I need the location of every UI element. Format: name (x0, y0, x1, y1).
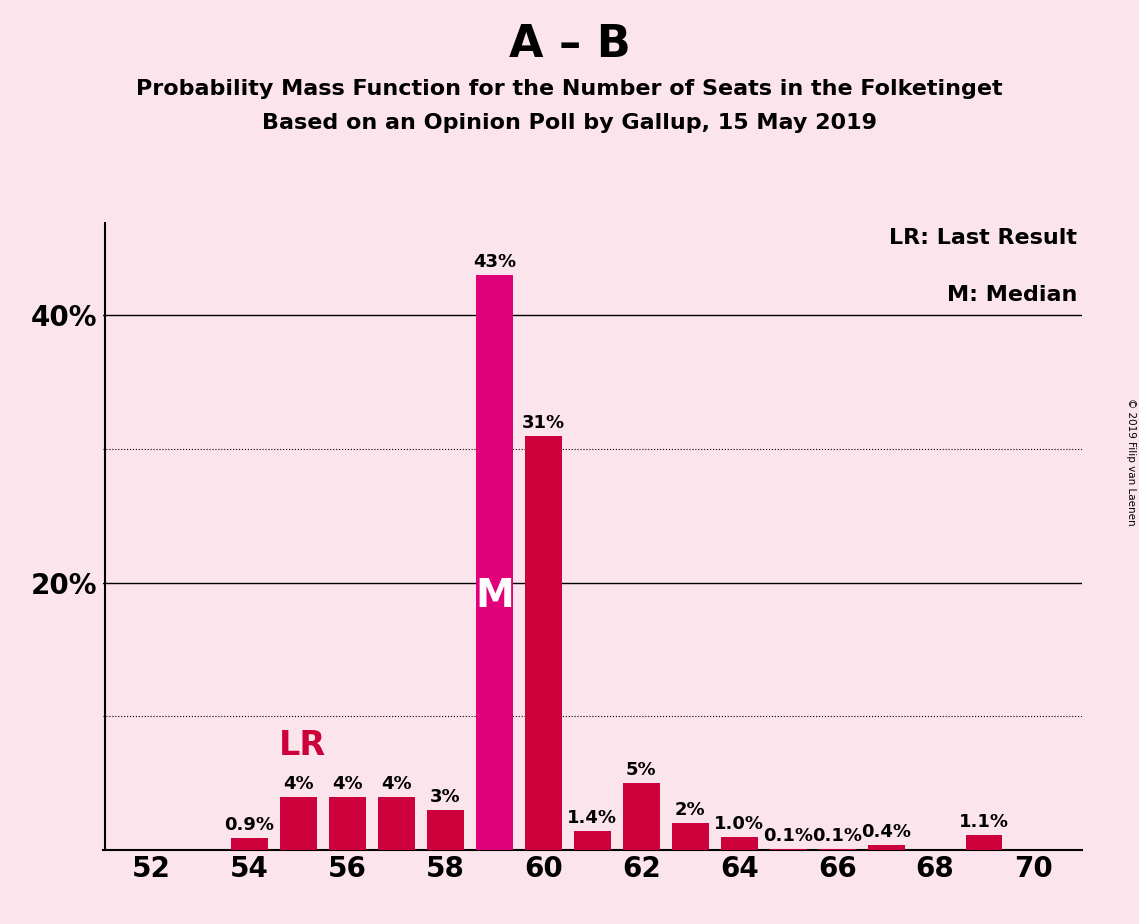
Text: 5%: 5% (626, 761, 656, 779)
Bar (623, 784, 659, 850)
Text: 3%: 3% (431, 788, 460, 806)
Bar (378, 796, 415, 850)
Bar (672, 823, 708, 850)
Text: 1.4%: 1.4% (567, 809, 617, 827)
Bar (721, 837, 757, 850)
Text: 1.1%: 1.1% (959, 813, 1009, 832)
Bar (819, 849, 855, 850)
Text: 2%: 2% (675, 801, 705, 820)
Bar (280, 796, 317, 850)
Bar (574, 832, 611, 850)
Text: © 2019 Filip van Laenen: © 2019 Filip van Laenen (1126, 398, 1136, 526)
Text: LR: LR (279, 729, 326, 762)
Text: 0.9%: 0.9% (224, 816, 274, 834)
Text: Probability Mass Function for the Number of Seats in the Folketinget: Probability Mass Function for the Number… (137, 79, 1002, 99)
Bar (427, 810, 464, 850)
Bar (329, 796, 366, 850)
Bar (525, 435, 562, 850)
Bar (868, 845, 904, 850)
Text: Based on an Opinion Poll by Gallup, 15 May 2019: Based on an Opinion Poll by Gallup, 15 M… (262, 113, 877, 133)
Text: LR: Last Result: LR: Last Result (890, 228, 1077, 248)
Text: 4%: 4% (284, 774, 313, 793)
Text: 0.4%: 0.4% (861, 822, 911, 841)
Bar (476, 275, 513, 850)
Text: 31%: 31% (522, 414, 565, 432)
Bar (966, 835, 1002, 850)
Bar (770, 849, 806, 850)
Text: 4%: 4% (382, 774, 411, 793)
Text: M: Median: M: Median (947, 285, 1077, 305)
Text: 0.1%: 0.1% (812, 827, 862, 845)
Bar (231, 838, 268, 850)
Text: 43%: 43% (473, 253, 516, 272)
Text: A – B: A – B (509, 23, 630, 67)
Text: 0.1%: 0.1% (763, 827, 813, 845)
Text: M: M (475, 578, 514, 615)
Text: 4%: 4% (333, 774, 362, 793)
Text: 1.0%: 1.0% (714, 815, 764, 833)
